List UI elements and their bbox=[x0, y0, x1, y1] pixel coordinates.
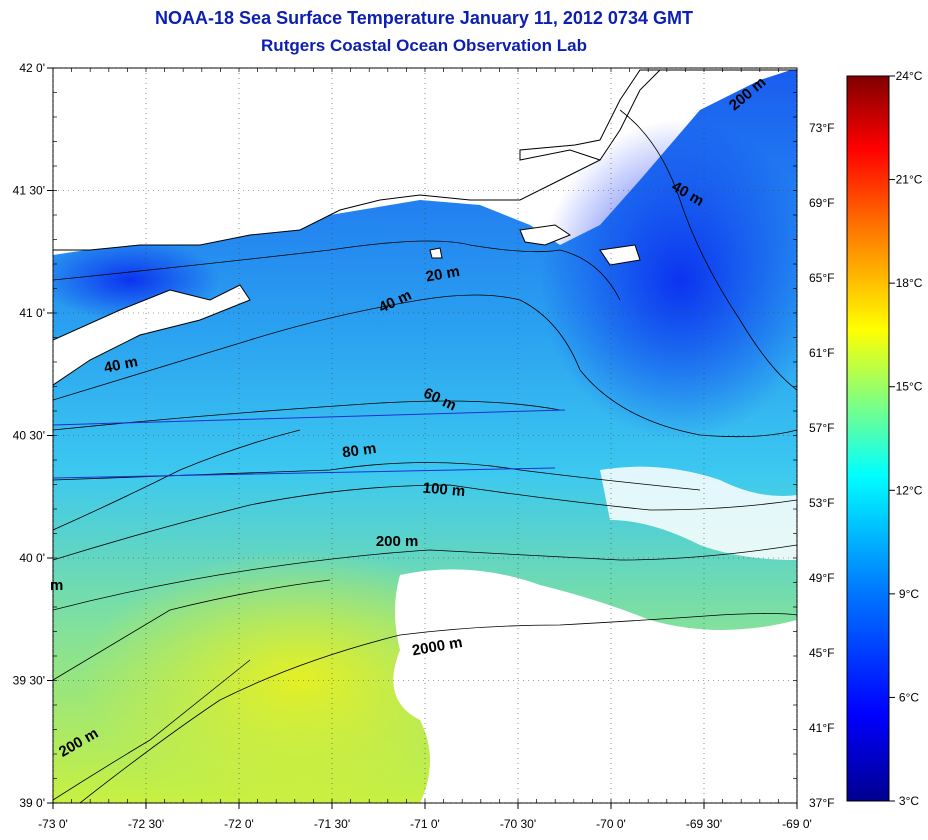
fahrenheit-tick-label: 57°F bbox=[809, 421, 834, 435]
contour-2000m bbox=[79, 613, 797, 803]
fahrenheit-tick-label: 41°F bbox=[809, 721, 834, 735]
lat-tick-label: 40 30' bbox=[13, 429, 45, 443]
fahrenheit-tick-label: 73°F bbox=[809, 121, 834, 135]
transect-line-a bbox=[53, 409, 566, 426]
nantucket-land bbox=[599, 244, 641, 266]
colorbar bbox=[846, 75, 890, 802]
lat-tick-label: 42 0' bbox=[19, 61, 45, 75]
contour-40m-north bbox=[619, 109, 797, 391]
cloud-mask-east bbox=[600, 466, 797, 560]
lon-tick-label: -69 0' bbox=[782, 817, 812, 831]
fahrenheit-tick-label: 53°F bbox=[809, 496, 834, 510]
cold-water-region bbox=[540, 120, 797, 440]
fahrenheit-tick-label: 45°F bbox=[809, 646, 834, 660]
lat-tick-label: 40 0' bbox=[19, 551, 45, 565]
fahrenheit-tick-label: 49°F bbox=[809, 571, 834, 585]
fahrenheit-tick-label: 37°F bbox=[809, 796, 834, 810]
graticule bbox=[47, 67, 798, 809]
map-title: NOAA-18 Sea Surface Temperature January … bbox=[155, 8, 693, 28]
depth-contour-label: m bbox=[50, 577, 63, 594]
contour-20m bbox=[53, 240, 621, 301]
celsius-tick-label: 21°C bbox=[896, 173, 923, 187]
lon-tick-label: -69 30' bbox=[686, 817, 722, 831]
contour-100m bbox=[53, 484, 797, 561]
lon-tick-label: -72 0' bbox=[224, 817, 254, 831]
lat-tick-label: 39 0' bbox=[19, 796, 45, 810]
celsius-tick-label: 12°C bbox=[896, 483, 923, 497]
contour-60m bbox=[53, 400, 561, 431]
depth-contour-label: 80 m bbox=[341, 440, 377, 462]
lon-tick-label: -72 30' bbox=[128, 817, 164, 831]
lat-tick-label: 41 0' bbox=[19, 306, 45, 320]
lat-tick-label: 39 30' bbox=[13, 674, 45, 688]
depth-contour-label: 40 m bbox=[102, 353, 139, 377]
depth-contour-label: 100 m bbox=[422, 479, 466, 500]
marthas-vineyard-land bbox=[519, 224, 572, 246]
fahrenheit-tick-label: 61°F bbox=[809, 346, 834, 360]
bathymetry-contours bbox=[53, 109, 797, 803]
lon-tick-label: -73 0' bbox=[38, 817, 68, 831]
celsius-tick-label: 6°C bbox=[899, 690, 919, 704]
block-island-land bbox=[429, 247, 443, 259]
fahrenheit-tick-label: 69°F bbox=[809, 196, 834, 210]
depth-contour-label: 20 m bbox=[425, 263, 462, 286]
contour-200m-deep bbox=[53, 579, 331, 681]
celsius-tick-label: 18°C bbox=[896, 276, 923, 290]
celsius-tick-label: 24°C bbox=[896, 69, 923, 83]
map-subtitle: Rutgers Coastal Ocean Observation Lab bbox=[261, 36, 587, 55]
lon-tick-label: -71 0' bbox=[410, 817, 440, 831]
lon-tick-label: -70 30' bbox=[500, 817, 536, 831]
transect-line-b bbox=[53, 467, 556, 479]
celsius-tick-label: 9°C bbox=[899, 587, 919, 601]
cape-cod-land bbox=[519, 69, 662, 161]
axis-labels: 42 0' 41 30' 41 0' 40 30' 40 0' 39 30' 39 0' -7… bbox=[13, 61, 835, 831]
lat-tick-label: 41 30' bbox=[13, 184, 45, 198]
celsius-tick-label: 15°C bbox=[896, 380, 923, 394]
lon-tick-label: -70 0' bbox=[596, 817, 626, 831]
celsius-tick-label: 3°C bbox=[899, 794, 919, 808]
colorbar-labels: 24°C 21°C 18°C 15°C 12°C 9°C 6°C 3°C bbox=[889, 69, 923, 808]
contour-200m-south bbox=[53, 659, 251, 801]
long-island-land bbox=[53, 284, 251, 386]
lon-tick-label: -71 30' bbox=[314, 817, 350, 831]
cloud-mask bbox=[393, 569, 797, 803]
depth-contour-label: 200 m bbox=[376, 533, 419, 550]
fahrenheit-tick-label: 65°F bbox=[809, 271, 834, 285]
contour-40m bbox=[53, 294, 797, 438]
contour-offshore-a bbox=[53, 429, 301, 531]
contour-200m bbox=[53, 544, 797, 611]
